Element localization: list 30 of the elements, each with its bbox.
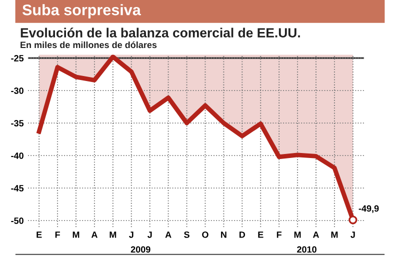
x-tick-label: A: [312, 232, 320, 238]
y-tick-label: -25: [11, 55, 24, 62]
data-label: -49,9: [358, 205, 379, 213]
x-tick-label: M: [110, 232, 116, 238]
y-tick-label: -35: [11, 120, 24, 126]
chart-title: Suba sorpresiva: [22, 4, 141, 18]
x-tick-label: J: [129, 232, 134, 238]
x-tick-label: M: [294, 232, 301, 238]
x-tick-label: E: [258, 232, 264, 238]
x-tick-label: A: [91, 232, 98, 238]
y-tick-label: -50: [11, 218, 24, 224]
x-tick-label: F: [55, 232, 60, 238]
x-tick-label: O: [202, 231, 208, 238]
x-tick-label: M: [331, 232, 338, 238]
chart-subtitle: Evolución de la balanza comercial de EE.UU.: [20, 28, 300, 38]
x-tick-label: D: [240, 232, 246, 238]
x-tick-label: J: [350, 232, 355, 238]
y-tick-label: -45: [11, 185, 24, 192]
x-tick-label: M: [72, 232, 80, 238]
x-tick-label: E: [36, 232, 42, 238]
y-tick-label: -30: [11, 88, 24, 94]
y-axis-title: En miles de millones de dólares: [20, 41, 157, 48]
text: 2010: [297, 246, 316, 253]
x-tick-label: F: [276, 232, 282, 238]
x-tick-label: N: [221, 232, 226, 238]
x-tick-label: J: [147, 232, 152, 238]
x-tick-label: S: [184, 231, 190, 238]
x-tick-label: A: [165, 232, 172, 238]
text: 2009: [130, 246, 150, 253]
y-tick-label: -40: [11, 152, 24, 159]
